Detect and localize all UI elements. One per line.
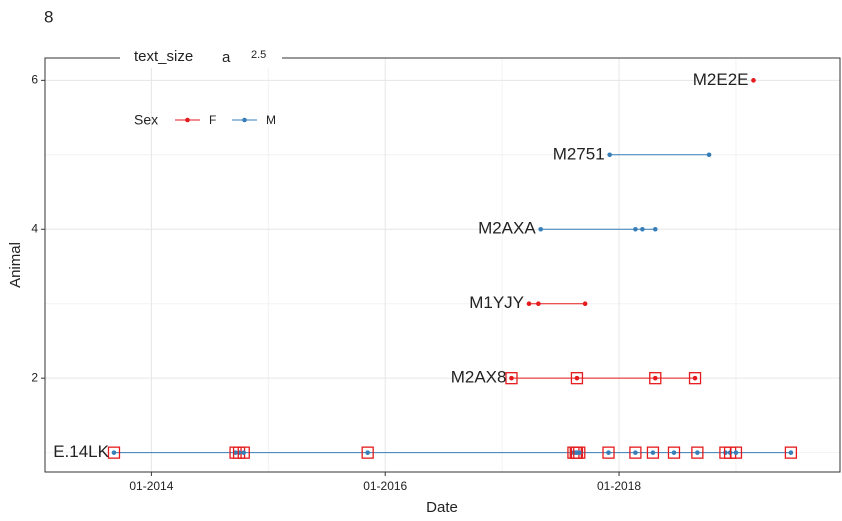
legend-title: Sex (134, 112, 158, 128)
detection-box (729, 446, 743, 459)
point (233, 450, 238, 455)
point (633, 450, 638, 455)
detection-box (505, 372, 518, 385)
detection-box (784, 446, 798, 459)
point (640, 226, 645, 232)
point (633, 226, 638, 232)
point (111, 450, 117, 455)
point (751, 78, 756, 83)
y-tick-label: 4 (31, 221, 38, 235)
legend-label: F (209, 113, 216, 127)
detection-box (570, 372, 584, 385)
point (671, 450, 677, 455)
y-axis-label: Animal (7, 242, 24, 288)
point (538, 226, 544, 232)
detection-box (649, 372, 662, 385)
point (576, 450, 582, 455)
point (582, 301, 588, 307)
point (526, 301, 532, 307)
point (706, 152, 712, 158)
animal-label: E.14LK (53, 442, 109, 461)
animal-label: M2AXA (478, 219, 536, 238)
point (574, 375, 580, 381)
legend-label: M (266, 113, 276, 127)
detection-box (667, 446, 681, 459)
size-legend-value: 2.5 (251, 49, 266, 61)
size-legend-symbol: a (222, 49, 231, 66)
point (692, 375, 698, 381)
point (606, 450, 611, 455)
panel-border (44, 57, 841, 473)
point (365, 450, 370, 455)
detection-box (629, 446, 642, 459)
animal-label: M1YJY (469, 293, 524, 312)
point (652, 375, 658, 381)
point (733, 450, 739, 455)
detection-box (573, 446, 586, 459)
x-tick-label: 01-2018 (597, 479, 641, 493)
point (509, 375, 514, 381)
point (241, 450, 247, 455)
legend-point (185, 117, 190, 123)
point (650, 450, 656, 455)
animal-label: M2751 (553, 144, 605, 163)
point (695, 450, 700, 455)
point (652, 226, 658, 232)
detection-box (602, 446, 615, 459)
point (723, 450, 728, 455)
animal-label: M2AX8 (451, 368, 507, 387)
detection-box (646, 446, 660, 459)
x-tick-label: 01-2016 (363, 479, 407, 493)
x-axis-label: Date (426, 499, 458, 516)
animal-label: M2E2E (693, 70, 749, 89)
detection-box (237, 446, 250, 459)
detection-box (107, 446, 121, 459)
chart-title: 8 (44, 7, 53, 26)
y-tick-label: 2 (31, 370, 38, 384)
detection-box (691, 446, 704, 459)
detection-box (361, 446, 374, 459)
point (536, 301, 541, 307)
detection-box (688, 372, 702, 385)
x-tick-label: 01-2014 (129, 479, 173, 493)
y-tick-label: 6 (31, 73, 38, 87)
point (788, 450, 794, 455)
point (236, 450, 242, 455)
point (607, 152, 612, 158)
legend-point (242, 117, 247, 123)
size-legend-bg (120, 48, 282, 68)
size-legend-title: text_size (134, 48, 193, 65)
